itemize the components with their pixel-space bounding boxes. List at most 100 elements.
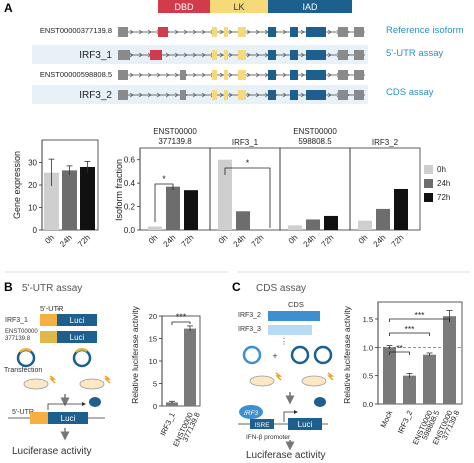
plasmid2-insert	[75, 348, 88, 353]
iso-panel-title-3: IRF3_2	[372, 138, 399, 147]
iso-significance-bracket-1	[154, 183, 174, 222]
plasmid2-icon	[72, 348, 92, 368]
intron-chevron-3	[165, 92, 170, 98]
b-y-tick-label: 10	[149, 357, 157, 366]
exon-2-0	[118, 70, 128, 80]
exon-1-3	[224, 50, 228, 60]
construct2-label-line2: 377139.8	[5, 336, 31, 342]
intron-chevron-0	[219, 29, 224, 35]
iso-panel-subtitle-2: 598808.5	[298, 137, 332, 146]
iso-bar-2-24h	[306, 219, 320, 230]
gene-bar-0h	[44, 172, 59, 230]
gene-y-tick-label: 30	[28, 159, 37, 168]
intron-chevron-2	[228, 72, 233, 78]
intron-chevron-3	[327, 92, 332, 98]
domain-iad-box	[268, 0, 352, 13]
cds-construct-diagram: CDS IRF3_2 IRF3_3 ⋮ + IRF3 ISRE Luci IFN…	[238, 300, 335, 461]
intron-chevron-0	[147, 29, 152, 35]
utr-label: 5'-UTR	[40, 304, 64, 313]
intron-chevron-3	[147, 92, 152, 98]
plus-sign: +	[272, 351, 277, 361]
cds1-box	[268, 311, 320, 321]
intron-chevron-3	[138, 92, 143, 98]
exon-3-6	[290, 90, 298, 100]
exon-2-8	[338, 70, 348, 80]
exon-1-9	[354, 50, 364, 60]
intron-chevron-1	[327, 52, 332, 58]
isoform-name-598808: ENST00000598808.5	[40, 70, 112, 79]
panel-a-letter: A	[4, 1, 13, 15]
iso-x-tick-label: 0h	[287, 233, 300, 246]
intron-chevron-3	[174, 92, 179, 98]
luci1-label: Luci	[70, 316, 85, 325]
cds-construct2-label: IRF3_3	[238, 326, 261, 333]
domain-iad-label: IAD	[302, 2, 318, 12]
domain-dbd-label: DBD	[174, 2, 194, 12]
iso-bar-3-24h	[376, 208, 390, 230]
intron-chevron-2	[282, 72, 287, 78]
irf3-protein-icon	[239, 405, 263, 419]
cds-plasmid1-icon	[242, 345, 262, 365]
domain-dbd-box	[158, 0, 210, 13]
exon-2-3	[224, 70, 228, 80]
intron-chevron-2	[174, 72, 179, 78]
intron-chevron-0	[129, 29, 134, 35]
exon-3-7	[306, 90, 326, 100]
c-significance-bracket-1-label: **	[396, 343, 403, 353]
plasmid1-icon	[16, 348, 36, 368]
intron-chevron-0	[174, 29, 179, 35]
assay-label-cds: CDS assay	[386, 87, 434, 98]
gene-bar-72h	[80, 167, 95, 230]
iso-legend-label-0h: 0h	[437, 165, 446, 174]
iso-x-tick-label: 72h	[180, 233, 196, 249]
iso-legend-label-24h: 24h	[437, 179, 450, 188]
utr-construct-diagram: 5'-UTR IRF3_1 Luci ENST00000 377139.8 Lu…	[4, 304, 112, 457]
exon-0-3	[224, 27, 228, 37]
band-irf3-2	[32, 85, 368, 104]
exon-3-1	[180, 90, 186, 100]
c-significance-bracket-3	[389, 318, 450, 322]
intron-chevron-1	[201, 52, 206, 58]
isoform-name-irf3-2: IRF3_2	[79, 90, 112, 101]
intron-chevron-2	[327, 72, 332, 78]
iso-bar-0-72h	[184, 190, 198, 230]
iso-legend-label-72h: 72h	[437, 193, 450, 202]
intron-chevron-1	[129, 52, 134, 58]
iso-panel-title-2: ENST00000	[293, 127, 337, 136]
intron-chevron-2	[147, 72, 152, 78]
cds-luci-box	[288, 418, 322, 430]
c-bar-3	[443, 316, 456, 404]
iso-y-tick-label: 0.0	[124, 226, 136, 235]
domain-lk-label: LK	[233, 2, 244, 12]
cds-lightning1-icon	[275, 372, 283, 381]
cds-construct1-label: IRF3_2	[238, 312, 261, 319]
intron-chevron-0	[246, 29, 251, 35]
c-x-tick-label: IRF3_2	[396, 409, 415, 435]
intron-chevron-2	[129, 72, 134, 78]
intron-chevron-3	[246, 92, 251, 98]
exon-2-6	[290, 70, 298, 80]
intron-chevron-0	[138, 29, 143, 35]
result-label-b: Luciferase activity	[12, 446, 91, 457]
isoform-fraction-chart: Isoform fraction0.00.20.40.6ENST00000377…	[114, 127, 450, 249]
assay-label-reference: Reference isoform	[386, 25, 464, 36]
intron-chevron-0	[282, 29, 287, 35]
intron-chevron-2	[138, 72, 143, 78]
iso-y-tick-label: 0.6	[124, 156, 136, 165]
cds-luci-label: Luci	[298, 420, 313, 429]
isoform-labels: ENST00000377139.8 IRF3_1 ENST00000598808…	[40, 26, 113, 101]
intron-chevron-3	[219, 92, 224, 98]
iso-x-tick-label: 0h	[217, 233, 230, 246]
intron-chevron-3	[192, 92, 197, 98]
exon-2-9	[354, 70, 364, 80]
gene-x-tick-label: 0h	[43, 233, 56, 246]
iso-x-tick-label: 0h	[147, 233, 160, 246]
exon-2-2	[212, 70, 217, 80]
b-significance-bracket	[171, 321, 191, 325]
intron-chevron-2	[219, 72, 224, 78]
promoter-label: IFN-β promoter	[246, 434, 291, 441]
intron-chevron-2	[300, 72, 305, 78]
cds-dish1-icon	[249, 375, 275, 387]
